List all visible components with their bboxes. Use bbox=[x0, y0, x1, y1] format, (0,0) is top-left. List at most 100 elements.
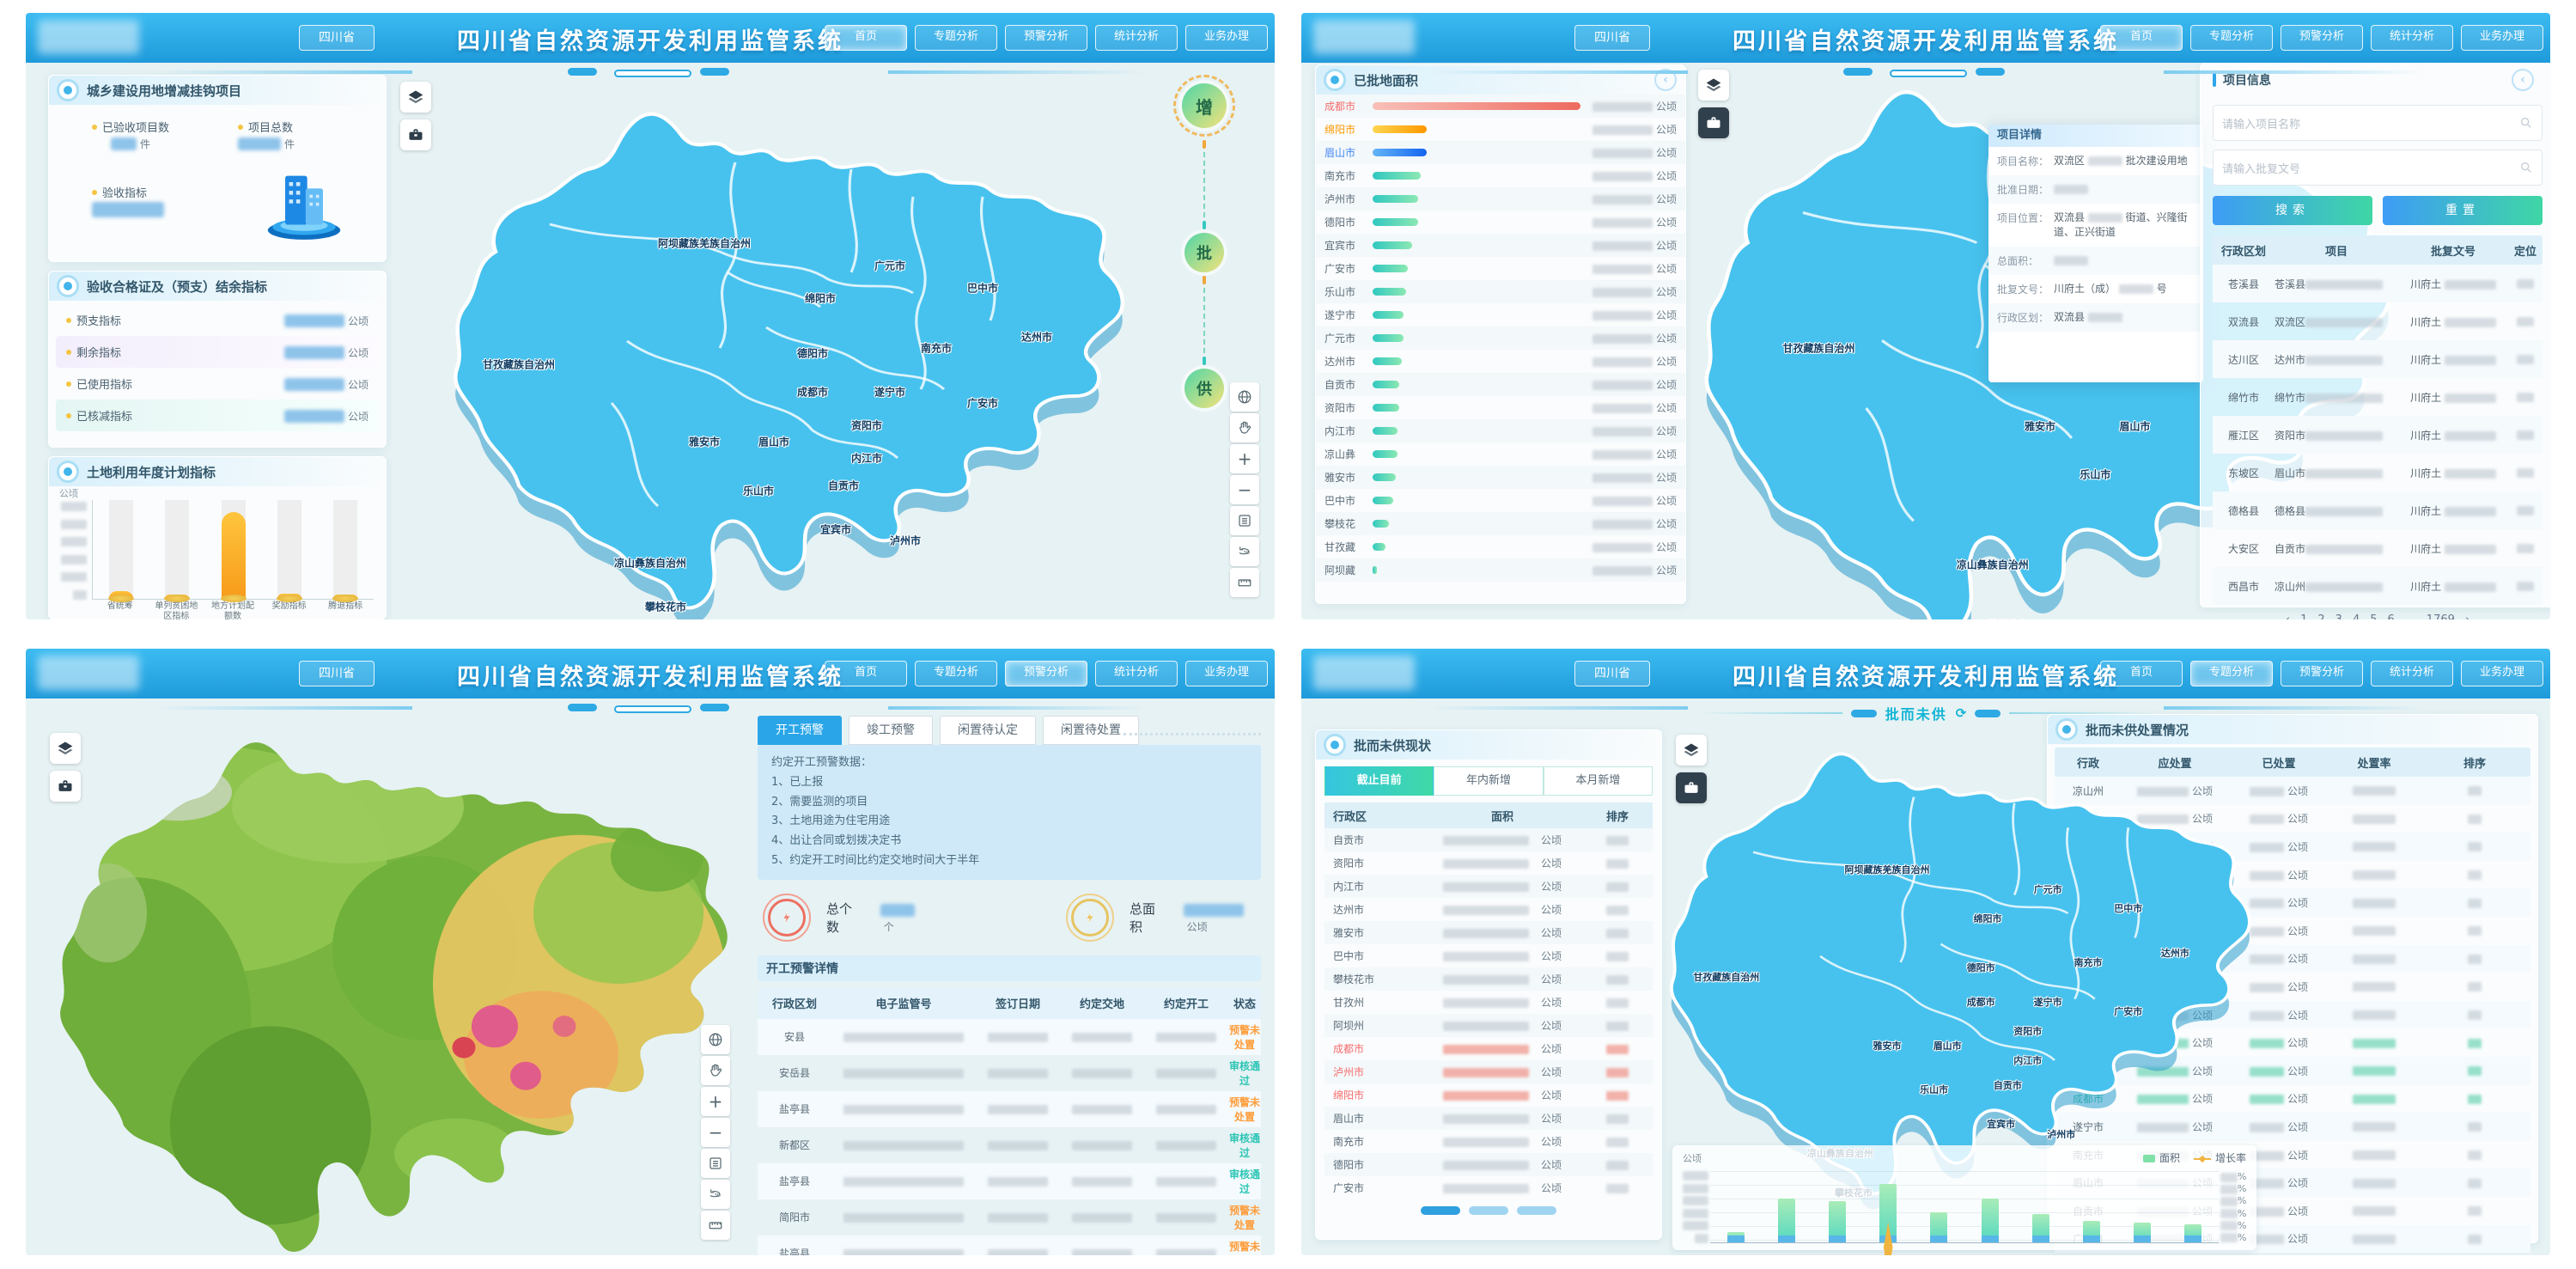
nav-topic-analysis[interactable]: 专题分析 bbox=[2190, 661, 2273, 686]
city-area-row[interactable]: 眉山市 公顷 bbox=[1316, 141, 1685, 164]
measure-ruler-icon[interactable] bbox=[701, 1211, 730, 1240]
nav-stat-analysis[interactable]: 统计分析 bbox=[2371, 661, 2453, 686]
warning-tab[interactable]: 闲置待认定 bbox=[940, 716, 1036, 745]
zoom-out-icon[interactable]: − bbox=[701, 1118, 730, 1147]
table-row[interactable]: 德格县 德格县 川府土 bbox=[2213, 491, 2543, 529]
region-button[interactable]: 四川省 bbox=[1574, 661, 1650, 686]
search-button[interactable]: 搜索 bbox=[2213, 196, 2372, 225]
nav-stat-analysis[interactable]: 统计分析 bbox=[2371, 25, 2453, 51]
page-number[interactable]: … bbox=[2405, 613, 2416, 619]
city-area-row[interactable]: 泸州市 公顷 bbox=[1316, 187, 1685, 210]
nav-business[interactable]: 业务办理 bbox=[2461, 661, 2543, 686]
page-number[interactable]: 2 bbox=[2317, 613, 2324, 619]
reset-button[interactable]: 重置 bbox=[2383, 196, 2543, 225]
nav-business[interactable]: 业务办理 bbox=[2461, 25, 2543, 51]
region-row[interactable]: 德阳市 公顷 bbox=[1325, 1153, 1653, 1176]
city-area-row[interactable]: 绵阳市 公顷 bbox=[1325, 124, 1677, 136]
collapse-icon[interactable]: ‹ bbox=[1654, 69, 1677, 91]
next-page[interactable]: › bbox=[2465, 613, 2469, 619]
period-tab[interactable]: 本月新增 bbox=[1543, 766, 1653, 796]
nav-home[interactable]: 首页 bbox=[2100, 661, 2183, 686]
warning-row[interactable]: 安县 预警未处置 bbox=[758, 1018, 1261, 1055]
pan-hand-icon[interactable] bbox=[1230, 413, 1259, 442]
nav-stat-analysis[interactable]: 统计分析 bbox=[1095, 25, 1178, 51]
toolbox-icon[interactable] bbox=[400, 119, 431, 150]
city-area-row[interactable]: 雅安市 公顷 bbox=[1316, 466, 1685, 489]
nav-topic-analysis[interactable]: 专题分析 bbox=[2190, 25, 2273, 51]
city-area-row[interactable]: 遂宁市 公顷 bbox=[1325, 309, 1677, 321]
city-area-row[interactable]: 成都市 公顷 bbox=[1316, 95, 1685, 118]
layers-icon[interactable] bbox=[1676, 735, 1707, 766]
layers-icon[interactable] bbox=[1698, 70, 1729, 101]
city-area-row[interactable]: 南充市 公顷 bbox=[1325, 170, 1677, 182]
warning-row[interactable]: 安岳县 审核通过 bbox=[778, 1059, 1260, 1087]
nav-home[interactable]: 首页 bbox=[2100, 25, 2183, 51]
city-area-row[interactable]: 乐山市 公顷 bbox=[1316, 280, 1685, 303]
page-number[interactable]: 6 bbox=[2388, 613, 2395, 619]
city-area-row[interactable]: 内江市 公顷 bbox=[1316, 419, 1685, 442]
city-area-row[interactable]: 巴中市 公顷 bbox=[1325, 495, 1677, 507]
region-row[interactable]: 达州市 公顷 bbox=[1325, 898, 1653, 921]
nav-business[interactable]: 业务办理 bbox=[1185, 661, 1268, 686]
project-name-input[interactable]: 请输入项目名称 bbox=[2213, 105, 2543, 141]
city-area-row[interactable]: 达州市 公顷 bbox=[1325, 356, 1677, 368]
rotate-3d-icon[interactable]: 3D bbox=[1230, 537, 1259, 566]
table-row[interactable]: 双流县 双流区 川府土 bbox=[2213, 302, 2543, 340]
table-row[interactable]: 西昌市 凉山州 川府土 bbox=[2213, 567, 2543, 605]
nav-stat-analysis[interactable]: 统计分析 bbox=[1095, 661, 1178, 686]
doc-number-input[interactable]: 请输入批复文号 bbox=[2213, 149, 2543, 186]
page-number[interactable]: 5 bbox=[2370, 613, 2377, 619]
warning-row[interactable]: 盐亭县 预警未处置 bbox=[758, 1235, 1261, 1255]
list-pagination[interactable] bbox=[1325, 1206, 1653, 1215]
nav-business[interactable]: 业务办理 bbox=[1185, 25, 1268, 51]
province-map[interactable]: 阿坝藏族羌族自治州 甘孜藏族自治州 广元市 巴中市 绵阳市 达州市 南充市 德阳市 成都市 遂宁市… bbox=[1619, 717, 2289, 1210]
globe-icon[interactable] bbox=[1230, 382, 1259, 412]
city-area-row[interactable]: 广安市 公顷 bbox=[1325, 263, 1677, 275]
nav-warning-analysis[interactable]: 预警分析 bbox=[2281, 661, 2363, 686]
nav-warning-analysis[interactable]: 预警分析 bbox=[1005, 25, 1087, 51]
step-approve[interactable]: 批 bbox=[1184, 233, 1224, 272]
nav-warning-analysis[interactable]: 预警分析 bbox=[1005, 661, 1087, 686]
prev-page[interactable]: ‹ bbox=[2286, 613, 2290, 619]
region-row[interactable]: 自贡市 公顷 bbox=[1325, 828, 1653, 851]
landuse-map[interactable] bbox=[26, 700, 773, 1255]
warning-row[interactable]: 盐亭县 预警未处置 bbox=[758, 1090, 1261, 1127]
layers-icon[interactable] bbox=[50, 733, 81, 764]
nav-home[interactable]: 首页 bbox=[825, 25, 907, 51]
collapse-icon[interactable]: ‹ bbox=[2512, 69, 2534, 91]
pan-hand-icon[interactable] bbox=[701, 1056, 730, 1085]
region-row[interactable]: 南充市 公顷 bbox=[1325, 1130, 1653, 1153]
table-row[interactable]: 雁江区 资阳市 川府土 bbox=[2213, 416, 2543, 454]
region-button[interactable]: 四川省 bbox=[299, 661, 375, 686]
layers-icon[interactable] bbox=[400, 82, 431, 113]
warning-tab[interactable]: 开工预警 bbox=[758, 716, 842, 745]
region-button[interactable]: 四川省 bbox=[1574, 25, 1650, 51]
toolbox-icon[interactable] bbox=[50, 771, 81, 802]
region-button[interactable]: 四川省 bbox=[299, 25, 375, 51]
globe-icon[interactable] bbox=[701, 1025, 730, 1054]
table-row[interactable]: 大安区 自贡市 川府土 bbox=[2213, 529, 2543, 567]
table-row[interactable]: 绵竹市 绵竹市 川府土 bbox=[2213, 378, 2543, 416]
period-tab[interactable]: 年内新增 bbox=[1434, 766, 1544, 796]
region-row[interactable]: 眉山市 公顷 bbox=[1325, 1107, 1653, 1130]
region-row[interactable]: 阿坝州 公顷 bbox=[1325, 1014, 1653, 1037]
table-row[interactable]: 达川区 达州市 川府土 bbox=[2213, 340, 2543, 378]
city-area-row[interactable]: 德阳市 公顷 bbox=[1325, 217, 1677, 229]
city-area-row[interactable]: 自贡市 公顷 bbox=[1316, 373, 1685, 396]
table-row[interactable]: 东坡区 眉山市 川府土 bbox=[2213, 454, 2543, 491]
zoom-in-icon[interactable]: + bbox=[1230, 444, 1259, 473]
refresh-icon[interactable]: ⟳ bbox=[1955, 705, 1967, 721]
zoom-in-icon[interactable]: + bbox=[701, 1087, 730, 1116]
province-map[interactable]: 阿坝藏族羌族自治州 甘孜藏族自治州 广元市 巴中市 绵阳市 达州市 南充市 德阳市 成都市 遂宁市… bbox=[395, 73, 1168, 619]
warning-row[interactable]: 简阳市 预警未处置 bbox=[778, 1204, 1260, 1231]
nav-warning-analysis[interactable]: 预警分析 bbox=[2281, 25, 2363, 51]
warning-tab[interactable]: 闲置待处置 bbox=[1043, 716, 1139, 745]
city-area-row[interactable]: 甘孜藏 公顷 bbox=[1325, 541, 1677, 553]
toolbox-icon[interactable] bbox=[1676, 772, 1707, 803]
region-row[interactable]: 绵阳市 公顷 bbox=[1325, 1083, 1653, 1107]
rotate-3d-icon[interactable]: 3D bbox=[701, 1180, 730, 1209]
page-number[interactable]: 4 bbox=[2353, 613, 2360, 619]
city-area-row[interactable]: 广元市 公顷 bbox=[1316, 326, 1685, 350]
region-row[interactable]: 雅安市 公顷 bbox=[1325, 921, 1653, 944]
page-number[interactable]: 1 bbox=[2300, 613, 2307, 619]
